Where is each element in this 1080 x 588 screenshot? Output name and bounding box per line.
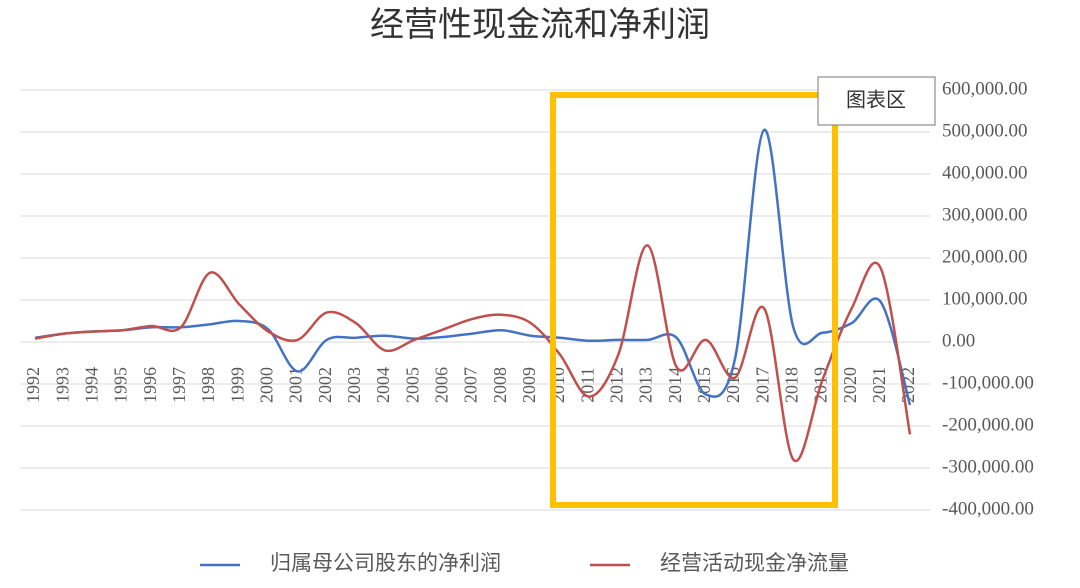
y-tick-label: 400,000.00 bbox=[942, 162, 1028, 183]
x-tick-label: 2013 bbox=[636, 367, 656, 403]
series-line bbox=[34, 128, 912, 406]
x-tick-label: 2000 bbox=[256, 367, 276, 403]
y-tick-label: -300,000.00 bbox=[942, 456, 1034, 477]
tooltip-text: 图表区 bbox=[846, 89, 906, 112]
y-tick-label: 0.00 bbox=[942, 330, 975, 351]
x-tick-label: 2004 bbox=[373, 367, 393, 403]
x-tick-label: 1996 bbox=[140, 367, 160, 403]
x-tick-label: 1998 bbox=[198, 367, 218, 403]
y-tick-label: 500,000.00 bbox=[942, 120, 1028, 141]
x-tick-label: 2005 bbox=[402, 367, 422, 403]
series-line bbox=[34, 244, 912, 463]
x-tick-label: 2009 bbox=[519, 367, 539, 403]
highlight-box bbox=[550, 92, 838, 508]
x-tick-label: 2018 bbox=[781, 367, 801, 403]
x-tick-label: 2017 bbox=[752, 367, 772, 403]
y-tick-label: -100,000.00 bbox=[942, 372, 1034, 393]
x-tick-label: 1992 bbox=[23, 367, 43, 403]
x-tick-label: 2002 bbox=[315, 367, 335, 403]
x-tick-label: 1997 bbox=[169, 367, 189, 403]
x-tick-label: 2014 bbox=[665, 367, 685, 403]
x-tick-label: 1993 bbox=[52, 367, 72, 403]
x-tick-label: 2001 bbox=[286, 367, 306, 403]
y-tick-label: -400,000.00 bbox=[942, 498, 1034, 519]
y-tick-label: 200,000.00 bbox=[942, 246, 1028, 267]
chart-title: 经营性现金流和净利润 bbox=[370, 6, 710, 44]
legend-label: 经营活动现金净流量 bbox=[660, 551, 849, 575]
x-tick-label: 2006 bbox=[431, 367, 451, 403]
x-tick-label: 2007 bbox=[461, 367, 481, 403]
x-tick-label: 2003 bbox=[344, 367, 364, 403]
x-tick-label: 2008 bbox=[490, 367, 510, 403]
tooltip-box bbox=[817, 76, 936, 126]
x-tick-label: 2012 bbox=[606, 367, 626, 403]
x-tick-label: 2021 bbox=[869, 367, 889, 403]
y-tick-label: 600,000.00 bbox=[942, 78, 1028, 99]
x-tick-label: 1999 bbox=[227, 367, 247, 403]
y-tick-label: 300,000.00 bbox=[942, 204, 1028, 225]
y-tick-label: 100,000.00 bbox=[942, 288, 1028, 309]
legend-label: 归属母公司股东的净利润 bbox=[270, 551, 501, 575]
x-tick-label: 1994 bbox=[81, 367, 101, 403]
y-tick-label: -200,000.00 bbox=[942, 414, 1034, 435]
x-tick-label: 2015 bbox=[694, 367, 714, 403]
x-tick-label: 2020 bbox=[840, 367, 860, 403]
x-tick-label: 1995 bbox=[111, 367, 131, 403]
